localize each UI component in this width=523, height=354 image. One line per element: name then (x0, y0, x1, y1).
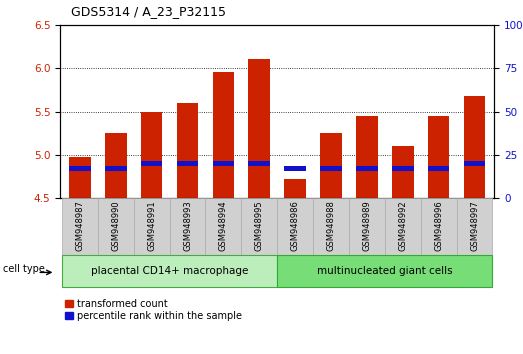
Text: GSM948991: GSM948991 (147, 200, 156, 251)
Bar (277, 198, 313, 255)
Bar (62, 255, 277, 287)
Bar (134, 198, 169, 255)
Bar (141, 112, 162, 198)
Text: GSM948997: GSM948997 (470, 200, 479, 251)
Text: GSM948993: GSM948993 (183, 200, 192, 251)
Bar (313, 198, 349, 255)
Text: placental CD14+ macrophage: placental CD14+ macrophage (91, 266, 248, 276)
Text: GSM948995: GSM948995 (255, 200, 264, 251)
Bar (248, 161, 270, 166)
Bar (320, 133, 342, 198)
Text: GDS5314 / A_23_P32115: GDS5314 / A_23_P32115 (71, 5, 225, 18)
Text: GSM948987: GSM948987 (75, 200, 84, 251)
Bar (213, 161, 234, 166)
Text: GSM948989: GSM948989 (362, 200, 371, 251)
Bar (105, 133, 127, 198)
Bar (69, 156, 90, 198)
Bar (392, 166, 414, 171)
Bar (320, 166, 342, 171)
Text: multinucleated giant cells: multinucleated giant cells (317, 266, 452, 276)
Bar (428, 166, 449, 171)
Bar (241, 198, 277, 255)
Bar (177, 103, 198, 198)
Bar (392, 146, 414, 198)
Text: cell type: cell type (3, 264, 45, 274)
Text: GSM948986: GSM948986 (291, 200, 300, 251)
Bar (213, 72, 234, 198)
Bar (356, 116, 378, 198)
Legend: transformed count, percentile rank within the sample: transformed count, percentile rank withi… (65, 299, 242, 321)
Bar (248, 59, 270, 198)
Bar (457, 198, 493, 255)
Bar (105, 166, 127, 171)
Bar (385, 198, 420, 255)
Bar (349, 198, 385, 255)
Bar (62, 198, 98, 255)
Bar (285, 166, 306, 171)
Text: GSM948994: GSM948994 (219, 200, 228, 251)
Bar (277, 255, 493, 287)
Bar (464, 96, 485, 198)
Bar (141, 161, 162, 166)
Bar (177, 161, 198, 166)
Bar (169, 198, 206, 255)
Bar (98, 198, 134, 255)
Bar (285, 179, 306, 198)
Text: GSM948996: GSM948996 (434, 200, 443, 251)
Bar (428, 116, 449, 198)
Text: GSM948990: GSM948990 (111, 200, 120, 251)
Bar (464, 161, 485, 166)
Text: GSM948988: GSM948988 (326, 200, 335, 251)
Bar (356, 166, 378, 171)
Bar (206, 198, 241, 255)
Text: GSM948992: GSM948992 (398, 200, 407, 251)
Bar (69, 166, 90, 171)
Bar (420, 198, 457, 255)
